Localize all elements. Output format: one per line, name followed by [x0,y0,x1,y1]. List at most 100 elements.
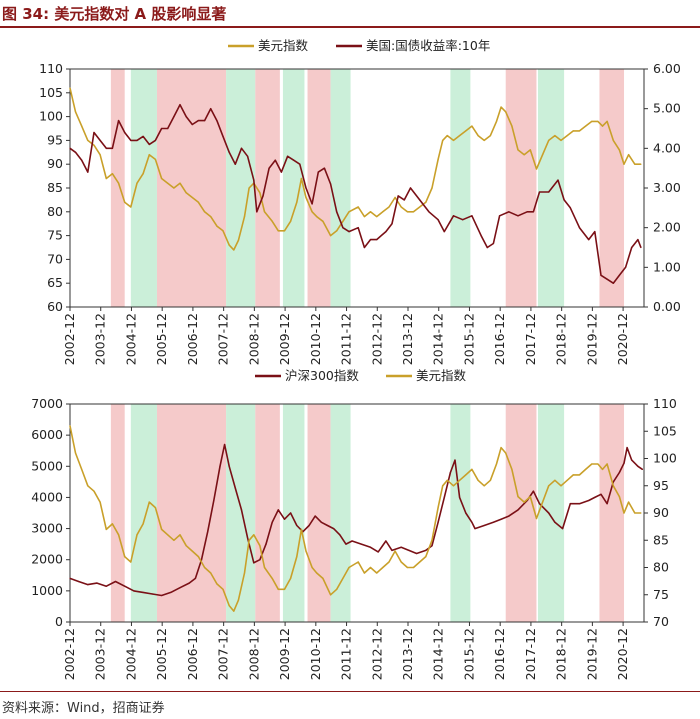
dollar-index-line-point [160,177,163,180]
csi300-line-point [271,521,273,523]
us10y-yield-line-point [105,147,107,149]
right-axis-tick-label: 110 [653,396,677,411]
csi300-line-point [385,540,387,542]
us10y-yield-line-point [142,135,144,138]
dollar-index-line-2-point [185,545,187,547]
csi300-line-point [314,515,316,517]
us10y-yield-line-point [486,246,488,249]
dollar-index-line-2-point [233,610,235,612]
dollar-index-line-2-point [382,566,384,569]
dollar-index-line-2-point [283,588,286,590]
shaded-period-green-1 [130,404,157,622]
dollar-index-line-2-point [74,452,77,454]
csi300-line-point [265,543,267,545]
us10y-yield-line-point [369,238,372,241]
us10y-yield-line-point [403,199,405,201]
csi300-line-point [548,512,550,514]
shaded-period-green-7 [330,69,351,307]
csi300-line-point [588,499,590,502]
dollar-index-line-2-point [572,474,574,476]
csi300-line-point [234,487,236,489]
csi300-line-point [170,591,172,594]
dollar-index-line-point [585,125,587,127]
left-axis-tick-label: 90 [47,156,63,171]
dollar-index-line-point [597,120,599,122]
us10y-yield-line-point [240,147,243,149]
legend-dollar-label: 美元指数 [258,38,309,53]
shaded-period-green-10 [537,404,565,622]
x-axis-tick-label: 2002-12 [62,628,77,680]
dollar-index-line-2-point [216,583,218,585]
right-axis-tick-label: 6.00 [653,61,681,76]
dollar-index-line-2-point [142,523,144,525]
dollar-index-line-2-point [290,577,292,580]
dollar-index-line-2-point [394,550,396,552]
dollar-index-line-point [548,139,550,141]
us10y-yield-line-point [329,183,332,185]
dollar-index-line-2-point [505,452,507,454]
dollar-index-line-point [117,182,120,184]
dollar-index-line-2-point [130,561,132,563]
left-axis-tick-label: 105 [39,85,63,100]
right-axis-tick-label: 2.00 [653,220,681,235]
csi300-line-point [133,590,135,592]
dollar-index-line-2-point [489,479,491,481]
dollar-index-line-2-point [465,474,467,476]
dollar-index-line-point [376,215,378,218]
dollar-index-line-2-point [248,539,250,541]
dollar-index-line-point [500,106,502,108]
dollar-index-line-point [412,211,415,213]
csi300-line-point [459,496,461,499]
dollar-index-line-point [203,211,206,213]
csi300-line-point [449,471,452,474]
csi300-line-point [600,493,602,495]
us10y-yield-line-point [185,116,187,118]
dollar-index-line-point [248,187,250,189]
dollar-index-line-point [591,120,593,122]
csi300-line-point [277,509,279,511]
us10y-yield-line-point [443,231,445,233]
shaded-period-green-3 [226,69,256,307]
dollar-index-line-point [329,235,332,237]
x-axis-tick-label: 2017-12 [523,313,538,365]
dollar-index-line-point [311,211,313,213]
shaded-period-red-9 [505,404,537,622]
x-axis-tick-label: 2020-12 [615,313,630,365]
right-axis-tick-label: 1.00 [653,259,681,274]
dollar-index-line-2-point [601,468,604,470]
dollar-index-line-2-point [535,517,538,520]
us10y-yield-line-point [274,159,276,161]
x-axis-tick-label: 2015-12 [461,628,476,680]
us10y-yield-line-point [216,119,218,122]
csi300-line-point [194,577,196,580]
dollar-index-line-2-point [628,501,630,503]
us10y-yield-line-point [222,135,224,138]
us10y-yield-line-point [640,246,642,249]
csi300-line-point [500,518,502,520]
dollar-index-line-point [277,230,279,232]
us10y-yield-line-point [548,191,550,193]
dollar-index-line-point [400,206,402,208]
x-axis-tick-label: 2010-12 [308,628,323,680]
dollar-index-line-point [69,87,71,89]
us10y-yield-line-point [428,211,430,213]
dollar-index-line-point [465,130,467,132]
shaded-period-green-3 [226,404,256,622]
dollar-index-line-2-point [369,566,372,569]
us10y-yield-line-point [588,238,590,241]
us10y-yield-line-point [293,159,295,161]
us10y-yield-line-point [606,278,608,280]
dollar-index-line-point [93,144,95,146]
dollar-index-line-2-point [243,572,246,574]
dollar-index-line-point [300,177,302,180]
dollar-index-line-point [263,211,266,213]
csi300-line-point [474,527,476,530]
dollar-index-line-2-point [511,468,513,470]
dollar-index-line-2-point [311,566,313,569]
right-axis-tick-label: 85 [653,532,669,547]
us10y-yield-line-point [376,238,378,241]
csi300-line-point [142,591,144,594]
us10y-yield-line-point [148,143,150,145]
dollar-index-line-2-point [99,501,101,503]
dollar-index-line-2-point [105,528,107,530]
